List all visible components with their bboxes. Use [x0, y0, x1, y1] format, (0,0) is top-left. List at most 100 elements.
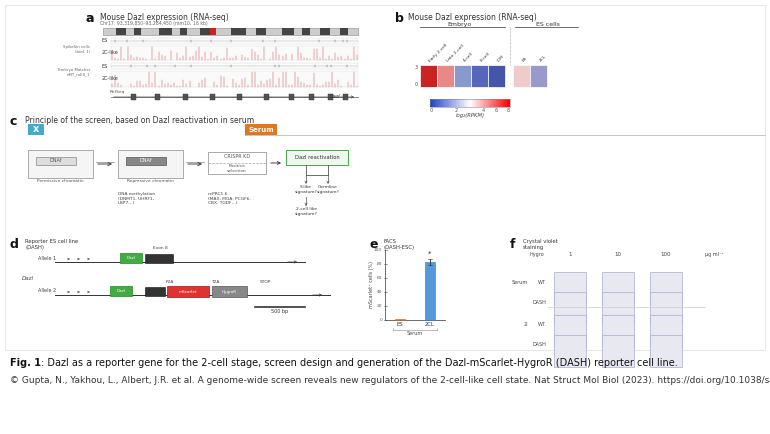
Bar: [453, 99, 454, 107]
Bar: [449, 99, 451, 107]
Circle shape: [651, 316, 681, 346]
Bar: [470, 99, 472, 107]
Bar: [340, 28, 348, 35]
Text: Chr17: 93,319,850–93,284,450 (mm10, 16 kb): Chr17: 93,319,850–93,284,450 (mm10, 16 k…: [100, 21, 208, 26]
Text: 6: 6: [495, 108, 498, 113]
Bar: [126, 157, 166, 165]
Text: Serum: Serum: [407, 331, 424, 336]
Text: Allele 1: Allele 1: [38, 256, 56, 260]
Bar: [289, 94, 294, 100]
Text: T2A: T2A: [211, 280, 219, 284]
Text: 1: 1: [568, 252, 572, 257]
Bar: [438, 99, 440, 107]
Circle shape: [603, 273, 633, 303]
Bar: [460, 99, 462, 107]
Text: HygroR: HygroR: [222, 290, 236, 294]
Bar: [237, 94, 242, 100]
Bar: [256, 28, 266, 35]
Bar: [447, 99, 450, 107]
Bar: [286, 150, 348, 165]
Text: Dazl reactivation: Dazl reactivation: [295, 155, 340, 160]
Bar: [502, 99, 504, 107]
Bar: [437, 99, 438, 107]
Bar: [208, 152, 266, 174]
Text: 2C-like: 2C-like: [102, 50, 119, 56]
Text: ES cells: ES cells: [536, 22, 560, 27]
Bar: [508, 99, 511, 107]
Text: Serum: Serum: [512, 279, 528, 285]
Text: 2CL: 2CL: [425, 322, 435, 327]
Bar: [602, 292, 634, 324]
Text: 20: 20: [377, 304, 382, 308]
Bar: [395, 319, 405, 320]
Text: Late 2-cell: Late 2-cell: [446, 44, 464, 63]
Text: Dazl: Dazl: [116, 289, 126, 293]
Bar: [490, 99, 493, 107]
Text: Fig. 1: Fig. 1: [10, 358, 41, 368]
Text: Reporter ES cell line
(DASH): Reporter ES cell line (DASH): [25, 239, 79, 250]
Text: 8: 8: [507, 108, 510, 113]
Text: e: e: [370, 238, 379, 251]
Text: 2CL: 2CL: [538, 54, 547, 63]
Bar: [425, 262, 435, 320]
Bar: [111, 63, 358, 69]
Bar: [471, 99, 474, 107]
Bar: [481, 99, 483, 107]
Bar: [111, 46, 358, 60]
Circle shape: [609, 299, 627, 317]
Text: ICM: ICM: [497, 55, 505, 63]
Circle shape: [32, 158, 40, 166]
Bar: [5, 5, 765, 350]
Bar: [179, 28, 187, 35]
Text: DASH: DASH: [532, 342, 546, 348]
Text: CRISPR KD: CRISPR KD: [224, 154, 250, 159]
Text: Dazl: Dazl: [126, 256, 136, 260]
Bar: [437, 65, 454, 87]
Bar: [120, 253, 142, 263]
Text: DNA methylation
(DNMT1, UHRF1,
USP7…): DNA methylation (DNMT1, UHRF1, USP7…): [118, 192, 155, 205]
Circle shape: [609, 279, 627, 297]
Bar: [450, 99, 453, 107]
Bar: [454, 99, 456, 107]
Bar: [478, 99, 480, 107]
Circle shape: [603, 293, 633, 323]
Text: b: b: [395, 12, 404, 25]
Text: SpikeSin cells
(biol. 1): SpikeSin cells (biol. 1): [63, 45, 90, 54]
Bar: [483, 99, 484, 107]
Bar: [496, 99, 497, 107]
Text: 100: 100: [373, 248, 382, 252]
Text: 3: 3: [415, 65, 418, 70]
Circle shape: [555, 336, 585, 366]
Bar: [28, 124, 44, 135]
Text: STOP: STOP: [259, 280, 271, 284]
Text: 0: 0: [430, 108, 433, 113]
Text: a: a: [85, 12, 93, 25]
Text: Principle of the screen, based on Dazl reactivation in serum: Principle of the screen, based on Dazl r…: [25, 116, 254, 125]
Text: WT: WT: [538, 322, 546, 328]
Bar: [134, 28, 141, 35]
Text: Positive
selection: Positive selection: [227, 164, 247, 173]
Bar: [430, 99, 510, 107]
Circle shape: [609, 342, 627, 360]
Bar: [131, 94, 136, 100]
Bar: [245, 124, 277, 135]
Bar: [650, 335, 682, 367]
Text: RefSeq: RefSeq: [110, 90, 126, 94]
Bar: [467, 99, 469, 107]
Text: S-like
signature?: S-like signature?: [294, 185, 317, 194]
Bar: [156, 94, 160, 100]
Text: Serum: Serum: [248, 126, 274, 132]
Text: Dazl: Dazl: [330, 94, 340, 99]
Bar: [457, 99, 459, 107]
Text: x: x: [33, 125, 39, 135]
Circle shape: [561, 322, 579, 340]
Bar: [111, 71, 358, 87]
Bar: [475, 99, 477, 107]
Text: Exon 8: Exon 8: [152, 246, 167, 250]
Circle shape: [122, 158, 130, 166]
Bar: [513, 65, 530, 87]
Circle shape: [658, 322, 675, 340]
Bar: [167, 286, 209, 297]
Circle shape: [561, 299, 579, 317]
Bar: [159, 28, 172, 35]
